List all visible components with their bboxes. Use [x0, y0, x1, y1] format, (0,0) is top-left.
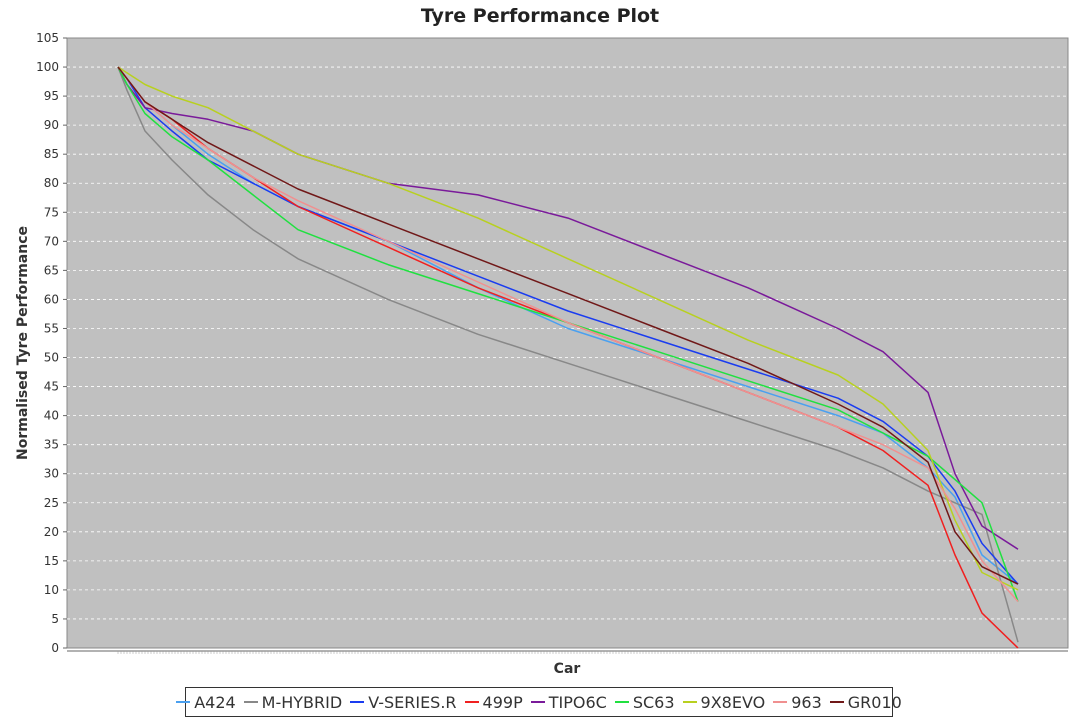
legend-swatch — [464, 701, 479, 703]
legend-swatch — [176, 701, 191, 703]
series-line-tipo6c — [117, 66, 1019, 550]
legend-label: 9X8EVO — [700, 692, 766, 712]
legend-swatch — [243, 701, 258, 703]
y-tick-label: 90 — [44, 118, 59, 132]
y-tick-label: 85 — [44, 147, 59, 161]
x-axis — [67, 650, 1068, 654]
x-tick-marks — [117, 651, 1019, 654]
chart-title: Tyre Performance Plot — [421, 5, 659, 27]
y-tick-label: 5 — [51, 612, 59, 626]
legend-item: 963 — [773, 693, 822, 712]
y-tick-label: 100 — [36, 60, 59, 74]
x-axis-label: Car — [554, 661, 581, 677]
legend-swatch — [773, 701, 788, 703]
series-lines — [117, 66, 1019, 649]
y-tick-label: 10 — [44, 583, 59, 597]
legend-label: SC63 — [632, 692, 675, 712]
y-tick-label: 0 — [51, 641, 59, 655]
series-line-gr010 — [117, 66, 1019, 585]
y-tick-label: 15 — [44, 554, 59, 568]
y-tick-label: 25 — [44, 496, 59, 510]
y-axis: 0 5 10 15 20 25 30 35 40 45 50 55 60 65 70 75 80 85 90 95 10… — [36, 31, 67, 655]
gridlines — [67, 66, 1068, 620]
legend-label: V-SERIES.R — [368, 692, 457, 712]
y-tick-label: 20 — [44, 525, 59, 539]
y-tick-label: 35 — [44, 438, 59, 452]
legend-swatch — [530, 701, 545, 703]
y-tick-label: 95 — [44, 89, 59, 103]
legend-swatch — [614, 701, 629, 703]
y-tick-label: 75 — [44, 205, 59, 219]
series-line-9x8evo — [117, 66, 1019, 591]
legend-label: TIPO6C — [548, 692, 607, 712]
y-axis-label: Normalised Tyre Performance — [15, 226, 31, 460]
legend-item: SC63 — [614, 692, 675, 712]
legend-item: 9X8EVO — [682, 692, 766, 712]
y-tick-label: 105 — [36, 31, 59, 45]
y-tick-label: 30 — [44, 467, 59, 481]
plot-area — [66, 37, 1069, 649]
y-tick-label: 80 — [44, 176, 59, 190]
legend-label: GR010 — [847, 692, 902, 712]
legend-item: TIPO6C — [530, 692, 607, 712]
legend-item: 499P — [464, 692, 523, 712]
legend-item: A424 — [176, 692, 236, 712]
legend-label: M-HYBRID — [261, 692, 343, 712]
y-tick-label: 65 — [44, 263, 59, 277]
legend-swatch — [350, 701, 365, 703]
legend-label: A424 — [194, 692, 236, 712]
y-tick-label: 55 — [44, 321, 59, 335]
legend-swatch — [829, 701, 844, 703]
y-tick-label: 70 — [44, 234, 59, 248]
legend-item: M-HYBRID — [243, 692, 343, 712]
series-line-m-hybrid — [117, 66, 1019, 643]
y-tick-label: 60 — [44, 292, 59, 306]
legend-item: GR010 — [829, 692, 902, 712]
y-tick-label: 50 — [44, 351, 59, 365]
y-tick-label: 45 — [44, 380, 59, 394]
legend-label: 963 — [791, 692, 822, 712]
legend-item: V-SERIES.R — [350, 692, 457, 712]
y-tick-label: 40 — [44, 409, 59, 423]
legend-swatch — [682, 701, 697, 703]
legend: A424 M-HYBRID V-SERIES.R 499P TIPO6C SC63 9X8E… — [176, 687, 902, 717]
legend-label: 499P — [482, 692, 523, 712]
